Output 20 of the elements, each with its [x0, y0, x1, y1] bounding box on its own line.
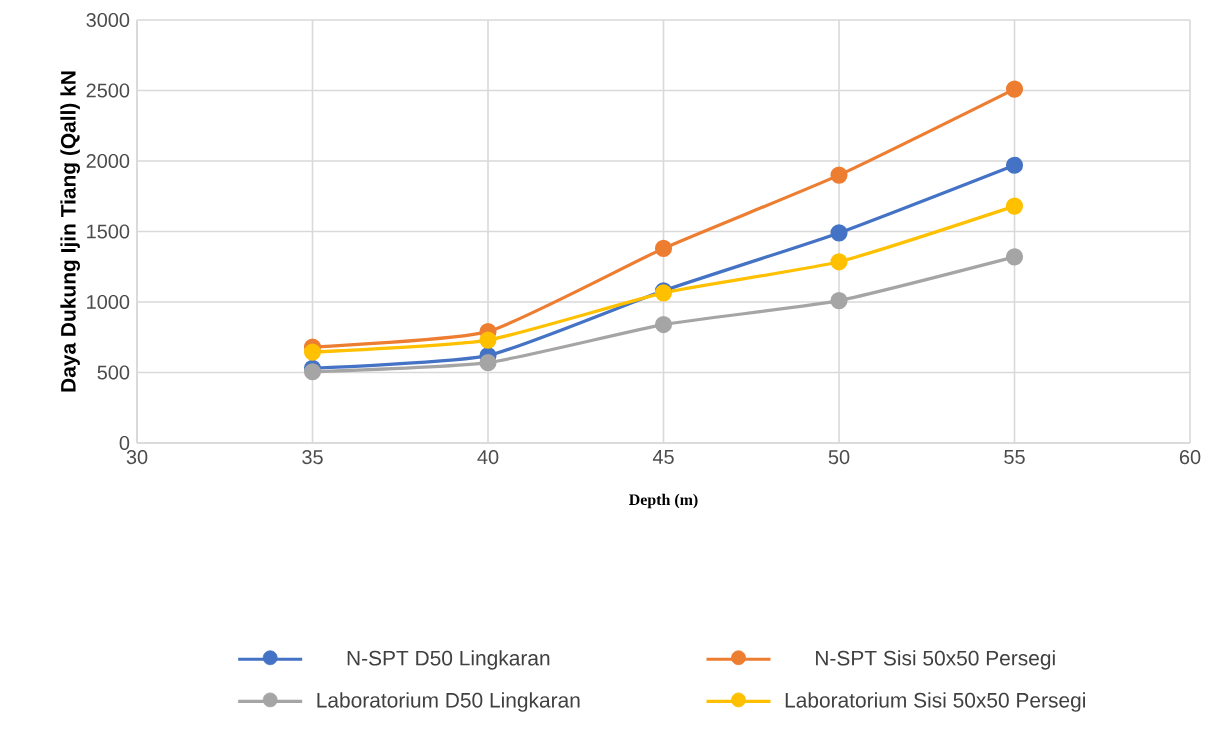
legend-label: Laboratorium Sisi 50x50 Persegi — [785, 692, 1085, 712]
y-tick-label: 1500 — [87, 224, 130, 239]
x-tick-label: 55 — [1004, 450, 1025, 464]
x-axis-title: Depth (m) — [629, 493, 698, 509]
legend-label: N-SPT Sisi 50x50 Persegi — [816, 650, 1055, 670]
x-tick-label: 45 — [652, 450, 674, 464]
legend-label: N-SPT D50 Lingkaran — [347, 650, 550, 670]
y-tick-label: 500 — [97, 365, 130, 380]
x-tick-label: 40 — [477, 450, 499, 465]
y-tick-label: 3000 — [86, 12, 130, 28]
x-tick-label: 60 — [1179, 450, 1201, 465]
x-tick-label: 50 — [828, 450, 850, 465]
legend-label: Laboratorium D50 Lingkaran — [317, 692, 580, 712]
y-tick-label: 0 — [119, 435, 130, 451]
y-tick-label: 1000 — [87, 294, 130, 310]
y-tick-label: 2500 — [86, 83, 130, 98]
y-axis-title: Daya Dukung Ijin Tiang (Qall) kN — [60, 71, 80, 392]
x-tick-label: 30 — [126, 450, 148, 465]
x-tick-label: 35 — [302, 450, 323, 465]
y-tick-label: 2000 — [86, 153, 130, 169]
